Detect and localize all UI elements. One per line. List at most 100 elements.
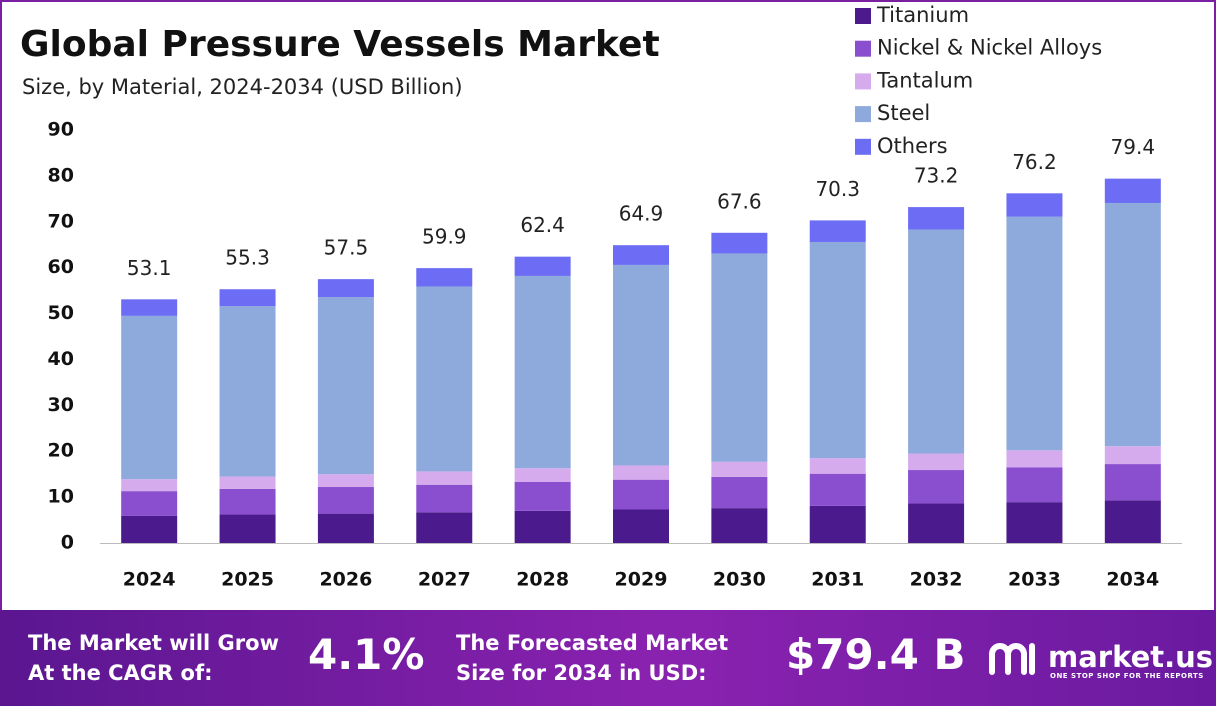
bar-segment <box>416 268 473 287</box>
y-tick-label: 20 <box>48 440 74 462</box>
bar-segment <box>908 229 965 454</box>
total-label: 67.6 <box>717 189 762 213</box>
legend-label: Tantalum <box>876 68 973 92</box>
bar-segment <box>317 474 374 488</box>
bar-segment <box>1104 178 1161 203</box>
cagr-label: The Market will Grow At the CAGR of: <box>28 631 279 685</box>
bar-segment <box>613 479 669 510</box>
y-tick-label: 80 <box>48 164 74 186</box>
bar-segment <box>613 509 669 543</box>
logo-icon <box>989 643 1035 675</box>
brand: market.us <box>1048 640 1214 674</box>
bar-segment <box>809 458 866 474</box>
total-label: 55.3 <box>225 246 270 270</box>
tagline: ONE STOP SHOP FOR THE REPORTS <box>1050 672 1204 680</box>
bar-segment <box>1104 464 1161 501</box>
bar-segment <box>416 471 473 485</box>
bar-segment <box>317 513 374 543</box>
bar-segment <box>1006 502 1063 543</box>
forecast-value: $79.4 B <box>786 630 966 679</box>
x-tick-label: 2032 <box>910 569 963 591</box>
bar-segment <box>514 481 571 511</box>
bar-segment <box>809 241 866 459</box>
x-tick-label: 2029 <box>615 569 668 591</box>
y-tick-label: 90 <box>48 119 74 141</box>
bar-segment <box>809 473 866 506</box>
bar-segment <box>613 245 669 265</box>
total-label: 64.9 <box>619 202 664 226</box>
bar-segment <box>613 264 669 466</box>
bar-segment <box>514 275 571 469</box>
bar-segment <box>1104 446 1161 465</box>
cagr-value: 4.1% <box>308 630 425 679</box>
bar-segment <box>1104 500 1161 543</box>
x-tick-label: 2024 <box>123 569 176 591</box>
y-tick-label: 70 <box>48 210 74 232</box>
y-tick-label: 30 <box>48 394 74 416</box>
bar-segment <box>711 253 768 462</box>
legend-swatch <box>855 73 871 90</box>
legend-swatch <box>855 138 871 155</box>
legend-label: Titanium <box>876 3 969 27</box>
bar-segment <box>416 512 473 543</box>
bar-segment <box>317 487 374 514</box>
legend-swatch <box>855 106 871 123</box>
bar-segment <box>219 514 276 543</box>
bar-segment <box>1006 450 1063 468</box>
total-label: 73.2 <box>914 164 959 188</box>
x-tick-label: 2034 <box>1106 569 1159 591</box>
y-tick-label: 10 <box>48 486 74 508</box>
x-tick-label: 2033 <box>1008 569 1061 591</box>
bar-segment <box>908 470 965 504</box>
x-tick-label: 2031 <box>811 569 864 591</box>
total-label: 57.5 <box>324 236 369 260</box>
bar-segment <box>219 488 276 515</box>
bar-segment <box>416 484 473 513</box>
bar-segment <box>121 479 178 492</box>
bar-segment <box>1104 202 1161 447</box>
bar-segment <box>121 315 178 480</box>
total-label: 79.4 <box>1111 135 1156 159</box>
bar-segment <box>711 232 768 254</box>
bar-segment <box>121 299 178 316</box>
y-tick-label: 0 <box>61 532 74 554</box>
legend-swatch <box>855 40 871 57</box>
chart-title: Global Pressure Vessels Market <box>20 24 660 65</box>
bar-segment <box>416 286 473 472</box>
bar-segment <box>317 279 374 298</box>
bar-segment <box>219 476 276 489</box>
y-tick-label: 40 <box>48 348 74 370</box>
x-tick-label: 2030 <box>713 569 766 591</box>
bar-segment <box>711 508 768 543</box>
total-label: 59.9 <box>422 225 467 249</box>
bar-segment <box>809 220 866 242</box>
legend-label: Nickel & Nickel Alloys <box>877 36 1102 60</box>
y-tick-label: 50 <box>48 302 74 324</box>
x-tick-label: 2028 <box>516 569 569 591</box>
legend-label: Steel <box>877 101 930 125</box>
y-tick-label: 60 <box>48 256 74 278</box>
total-label: 76.2 <box>1012 150 1057 174</box>
legend-swatch <box>855 8 871 24</box>
bar-segment <box>1006 216 1063 451</box>
forecast-label: The Forecasted Market Size for 2034 in U… <box>456 631 729 685</box>
bar-segment <box>1006 467 1063 503</box>
bar-segment <box>219 306 276 477</box>
x-tick-label: 2027 <box>418 569 471 591</box>
total-label: 62.4 <box>520 213 565 237</box>
bar-segment <box>613 465 669 480</box>
bar-segment <box>317 297 374 475</box>
footer-band <box>0 610 1216 706</box>
chart-subtitle: Size, by Material, 2024-2034 (USD Billio… <box>22 75 463 99</box>
bar-segment <box>514 510 571 543</box>
bar-segment <box>121 515 178 543</box>
total-label: 70.3 <box>815 177 860 201</box>
bar-segment <box>908 207 965 230</box>
bar-segment <box>514 256 571 276</box>
x-tick-label: 2026 <box>319 569 372 591</box>
bar-segment <box>711 461 768 477</box>
bar-segment <box>908 503 965 543</box>
bar-segment <box>219 289 276 307</box>
